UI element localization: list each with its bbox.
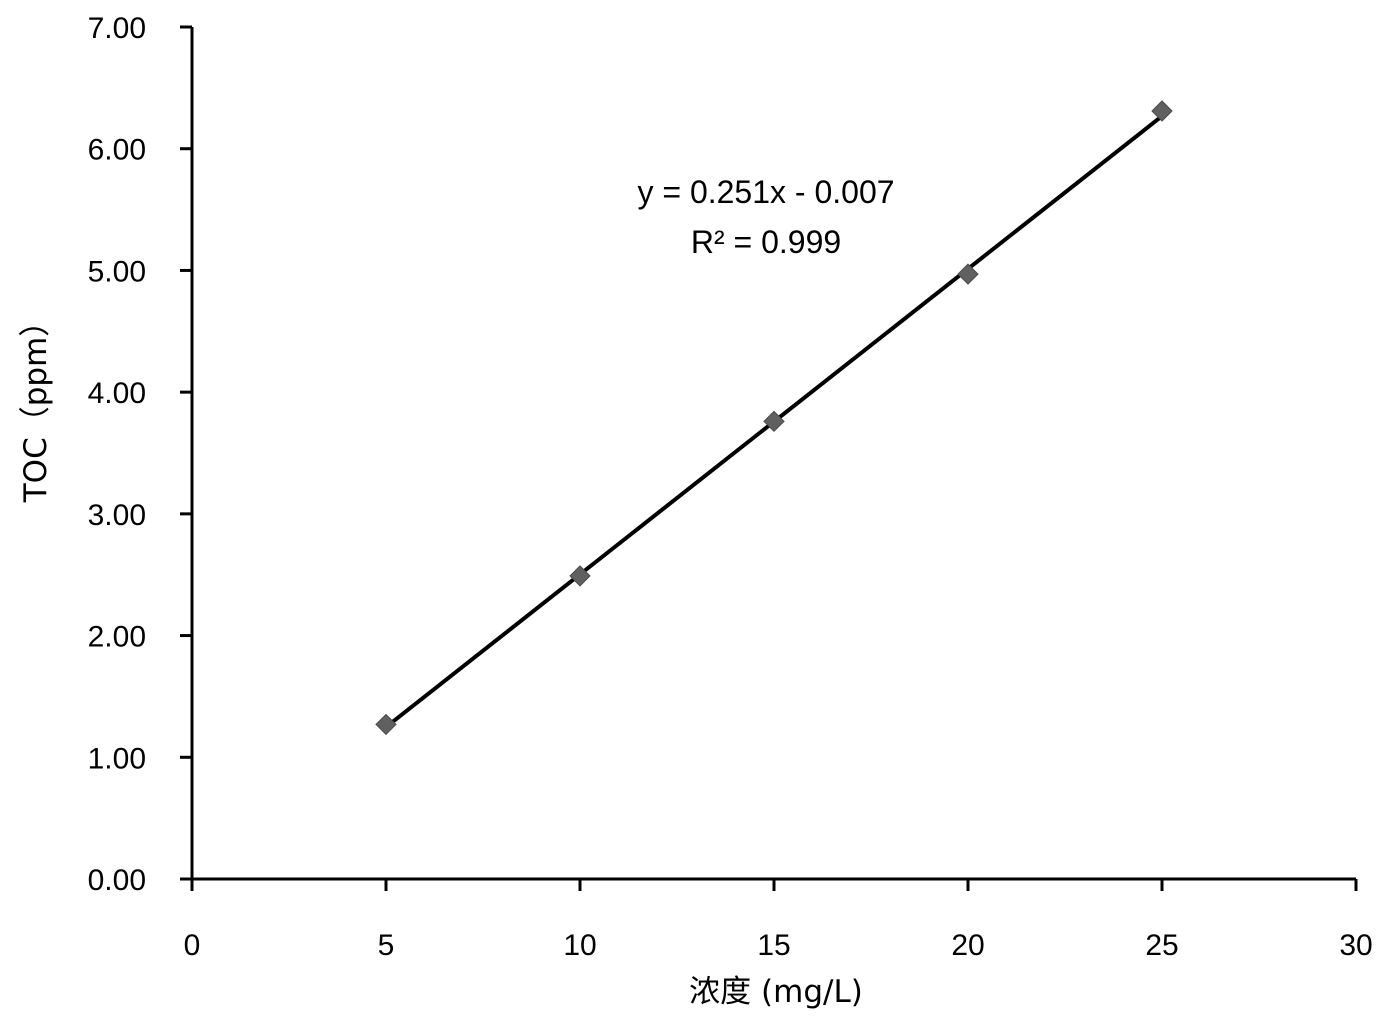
y-tick-label: 2.00: [88, 621, 146, 654]
y-tick-label: 3.00: [88, 499, 146, 532]
r-squared-label: R² = 0.999: [691, 224, 841, 260]
y-tick-label: 6.00: [88, 134, 146, 167]
x-tick-label: 20: [951, 929, 984, 962]
y-tick-label: 0.00: [88, 864, 146, 897]
x-tick-label: 10: [563, 929, 596, 962]
y-tick-label: 1.00: [88, 742, 146, 775]
axes: [180, 27, 1356, 891]
y-tick-label: 7.00: [88, 12, 146, 45]
x-tick-label: 30: [1339, 929, 1372, 962]
data-point: [1152, 101, 1172, 121]
data-point: [376, 714, 396, 734]
x-axis-title: 浓度 (mg/L): [689, 974, 863, 1010]
y-tick-label: 5.00: [88, 255, 146, 288]
x-tick-label: 25: [1145, 929, 1178, 962]
x-tick-label: 0: [184, 929, 201, 962]
y-axis-title: TOC（ppm）: [18, 306, 54, 504]
data-point: [958, 264, 978, 284]
y-tick-label: 4.00: [88, 377, 146, 410]
x-tick-label: 15: [757, 929, 790, 962]
x-tick-label: 5: [378, 929, 395, 962]
equation-label: y = 0.251x - 0.007: [637, 174, 894, 210]
y-tick-labels: 0.00 1.00 2.00 3.00 4.00 5.00 6.00 7.00: [88, 12, 146, 897]
x-tick-labels: 0 5 10 15 20 25 30: [184, 929, 1373, 962]
